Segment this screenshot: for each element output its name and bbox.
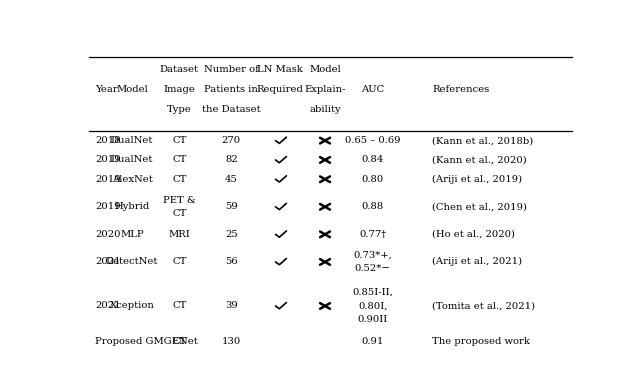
Text: DualNet: DualNet xyxy=(111,155,153,165)
Text: 0.73*+,: 0.73*+, xyxy=(353,251,392,259)
Text: Year: Year xyxy=(95,85,118,94)
Text: LN Mask: LN Mask xyxy=(257,65,303,74)
Text: (Ho et al., 2020): (Ho et al., 2020) xyxy=(432,230,515,239)
Text: 82: 82 xyxy=(225,155,237,165)
Text: (Tomita et al., 2021): (Tomita et al., 2021) xyxy=(432,301,535,310)
Text: 45: 45 xyxy=(225,175,237,184)
Text: Type: Type xyxy=(167,105,191,114)
Text: Model: Model xyxy=(116,85,148,94)
Text: 2021: 2021 xyxy=(95,301,120,310)
Text: Required: Required xyxy=(257,85,303,94)
Text: the Dataset: the Dataset xyxy=(202,105,260,114)
Text: Proposed GMGENet: Proposed GMGENet xyxy=(95,337,198,346)
Text: (Ariji et al., 2021): (Ariji et al., 2021) xyxy=(432,257,522,266)
Text: CT: CT xyxy=(172,175,186,184)
Text: The proposed work: The proposed work xyxy=(432,337,530,346)
Text: DualNet: DualNet xyxy=(111,136,153,145)
Text: AUC: AUC xyxy=(361,85,384,94)
Text: 0.77†: 0.77† xyxy=(359,230,387,239)
Text: 0.88: 0.88 xyxy=(362,202,384,211)
Text: 0.90II: 0.90II xyxy=(358,315,388,324)
Text: CT: CT xyxy=(172,155,186,165)
Text: 2019: 2019 xyxy=(95,175,120,184)
Text: Xception: Xception xyxy=(109,301,154,310)
Text: MLP: MLP xyxy=(120,230,144,239)
Text: 2021: 2021 xyxy=(95,258,120,266)
Text: Hybrid: Hybrid xyxy=(115,202,150,211)
Text: 0.84: 0.84 xyxy=(362,155,384,165)
Text: Patients in: Patients in xyxy=(204,85,258,94)
Text: CT: CT xyxy=(172,258,186,266)
Text: CT: CT xyxy=(172,208,186,218)
Text: 59: 59 xyxy=(225,202,237,211)
Text: 2019: 2019 xyxy=(95,202,120,211)
Text: 0.91: 0.91 xyxy=(362,337,384,346)
Text: 56: 56 xyxy=(225,258,237,266)
Text: Model: Model xyxy=(309,65,341,74)
Text: AlexNet: AlexNet xyxy=(112,175,152,184)
Text: References: References xyxy=(432,85,490,94)
Text: (Kann et al., 2018b): (Kann et al., 2018b) xyxy=(432,136,533,145)
Text: 39: 39 xyxy=(225,301,237,310)
Text: 2019: 2019 xyxy=(95,155,120,165)
Text: Image: Image xyxy=(163,85,195,94)
Text: 0.80: 0.80 xyxy=(362,175,384,184)
Text: Dataset: Dataset xyxy=(160,65,198,74)
Text: (Kann et al., 2020): (Kann et al., 2020) xyxy=(432,155,527,165)
Text: 2020: 2020 xyxy=(95,230,120,239)
Text: ability: ability xyxy=(309,105,341,114)
Text: CT: CT xyxy=(172,301,186,310)
Text: 0.65 – 0.69: 0.65 – 0.69 xyxy=(345,136,401,145)
Text: (Ariji et al., 2019): (Ariji et al., 2019) xyxy=(432,175,522,184)
Text: 130: 130 xyxy=(221,337,241,346)
Text: DetectNet: DetectNet xyxy=(106,258,158,266)
Text: 270: 270 xyxy=(221,136,241,145)
Text: PET &: PET & xyxy=(163,196,196,205)
Text: 0.52*−: 0.52*− xyxy=(355,265,390,273)
Text: MRI: MRI xyxy=(168,230,190,239)
Text: CT: CT xyxy=(172,136,186,145)
Text: 0.80I,: 0.80I, xyxy=(358,301,387,310)
Text: 2018: 2018 xyxy=(95,136,120,145)
Text: 25: 25 xyxy=(225,230,237,239)
Text: Explain-: Explain- xyxy=(304,85,346,94)
Text: 0.85I-II,: 0.85I-II, xyxy=(352,287,393,296)
Text: CT: CT xyxy=(172,337,186,346)
Text: (Chen et al., 2019): (Chen et al., 2019) xyxy=(432,202,527,211)
Text: Number of: Number of xyxy=(204,65,259,74)
